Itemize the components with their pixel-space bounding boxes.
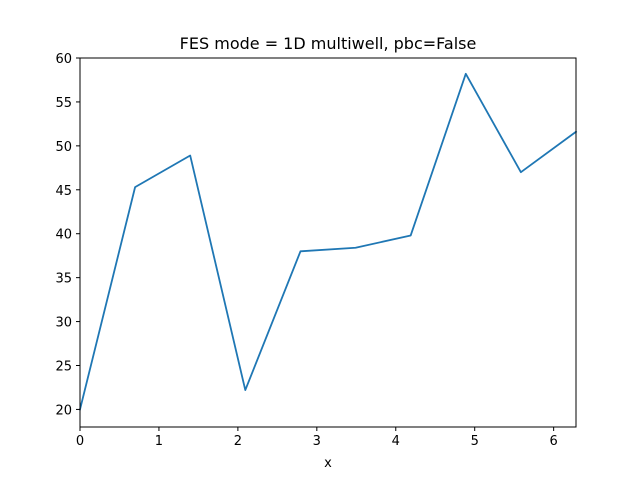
series-line-0 — [78, 72, 578, 411]
x-tick-label: 1 — [155, 434, 163, 449]
y-tick-label: 55 — [55, 96, 72, 111]
y-tick-label: 50 — [55, 140, 72, 155]
x-axis-label: x — [324, 456, 332, 471]
x-tick-label: 0 — [76, 434, 84, 449]
x-tick-label: 5 — [471, 434, 479, 449]
x-tick-label: 6 — [550, 434, 558, 449]
series-layer — [78, 72, 578, 411]
plot-area-frame — [79, 57, 577, 428]
y-tick-label: 30 — [55, 316, 72, 331]
y-tick-label: 40 — [55, 228, 72, 243]
x-tick-label: 2 — [234, 434, 242, 449]
x-tick-label: 3 — [313, 434, 321, 449]
y-tick-label: 20 — [55, 403, 72, 418]
y-tick-label: 45 — [55, 184, 72, 199]
y-tick-label: 25 — [55, 360, 72, 375]
y-tick-label: 35 — [55, 272, 72, 287]
x-tick-label: 4 — [392, 434, 400, 449]
chart-title: FES mode = 1D multiwell, pbc=False — [180, 34, 477, 53]
y-tick-label: 60 — [55, 52, 72, 67]
